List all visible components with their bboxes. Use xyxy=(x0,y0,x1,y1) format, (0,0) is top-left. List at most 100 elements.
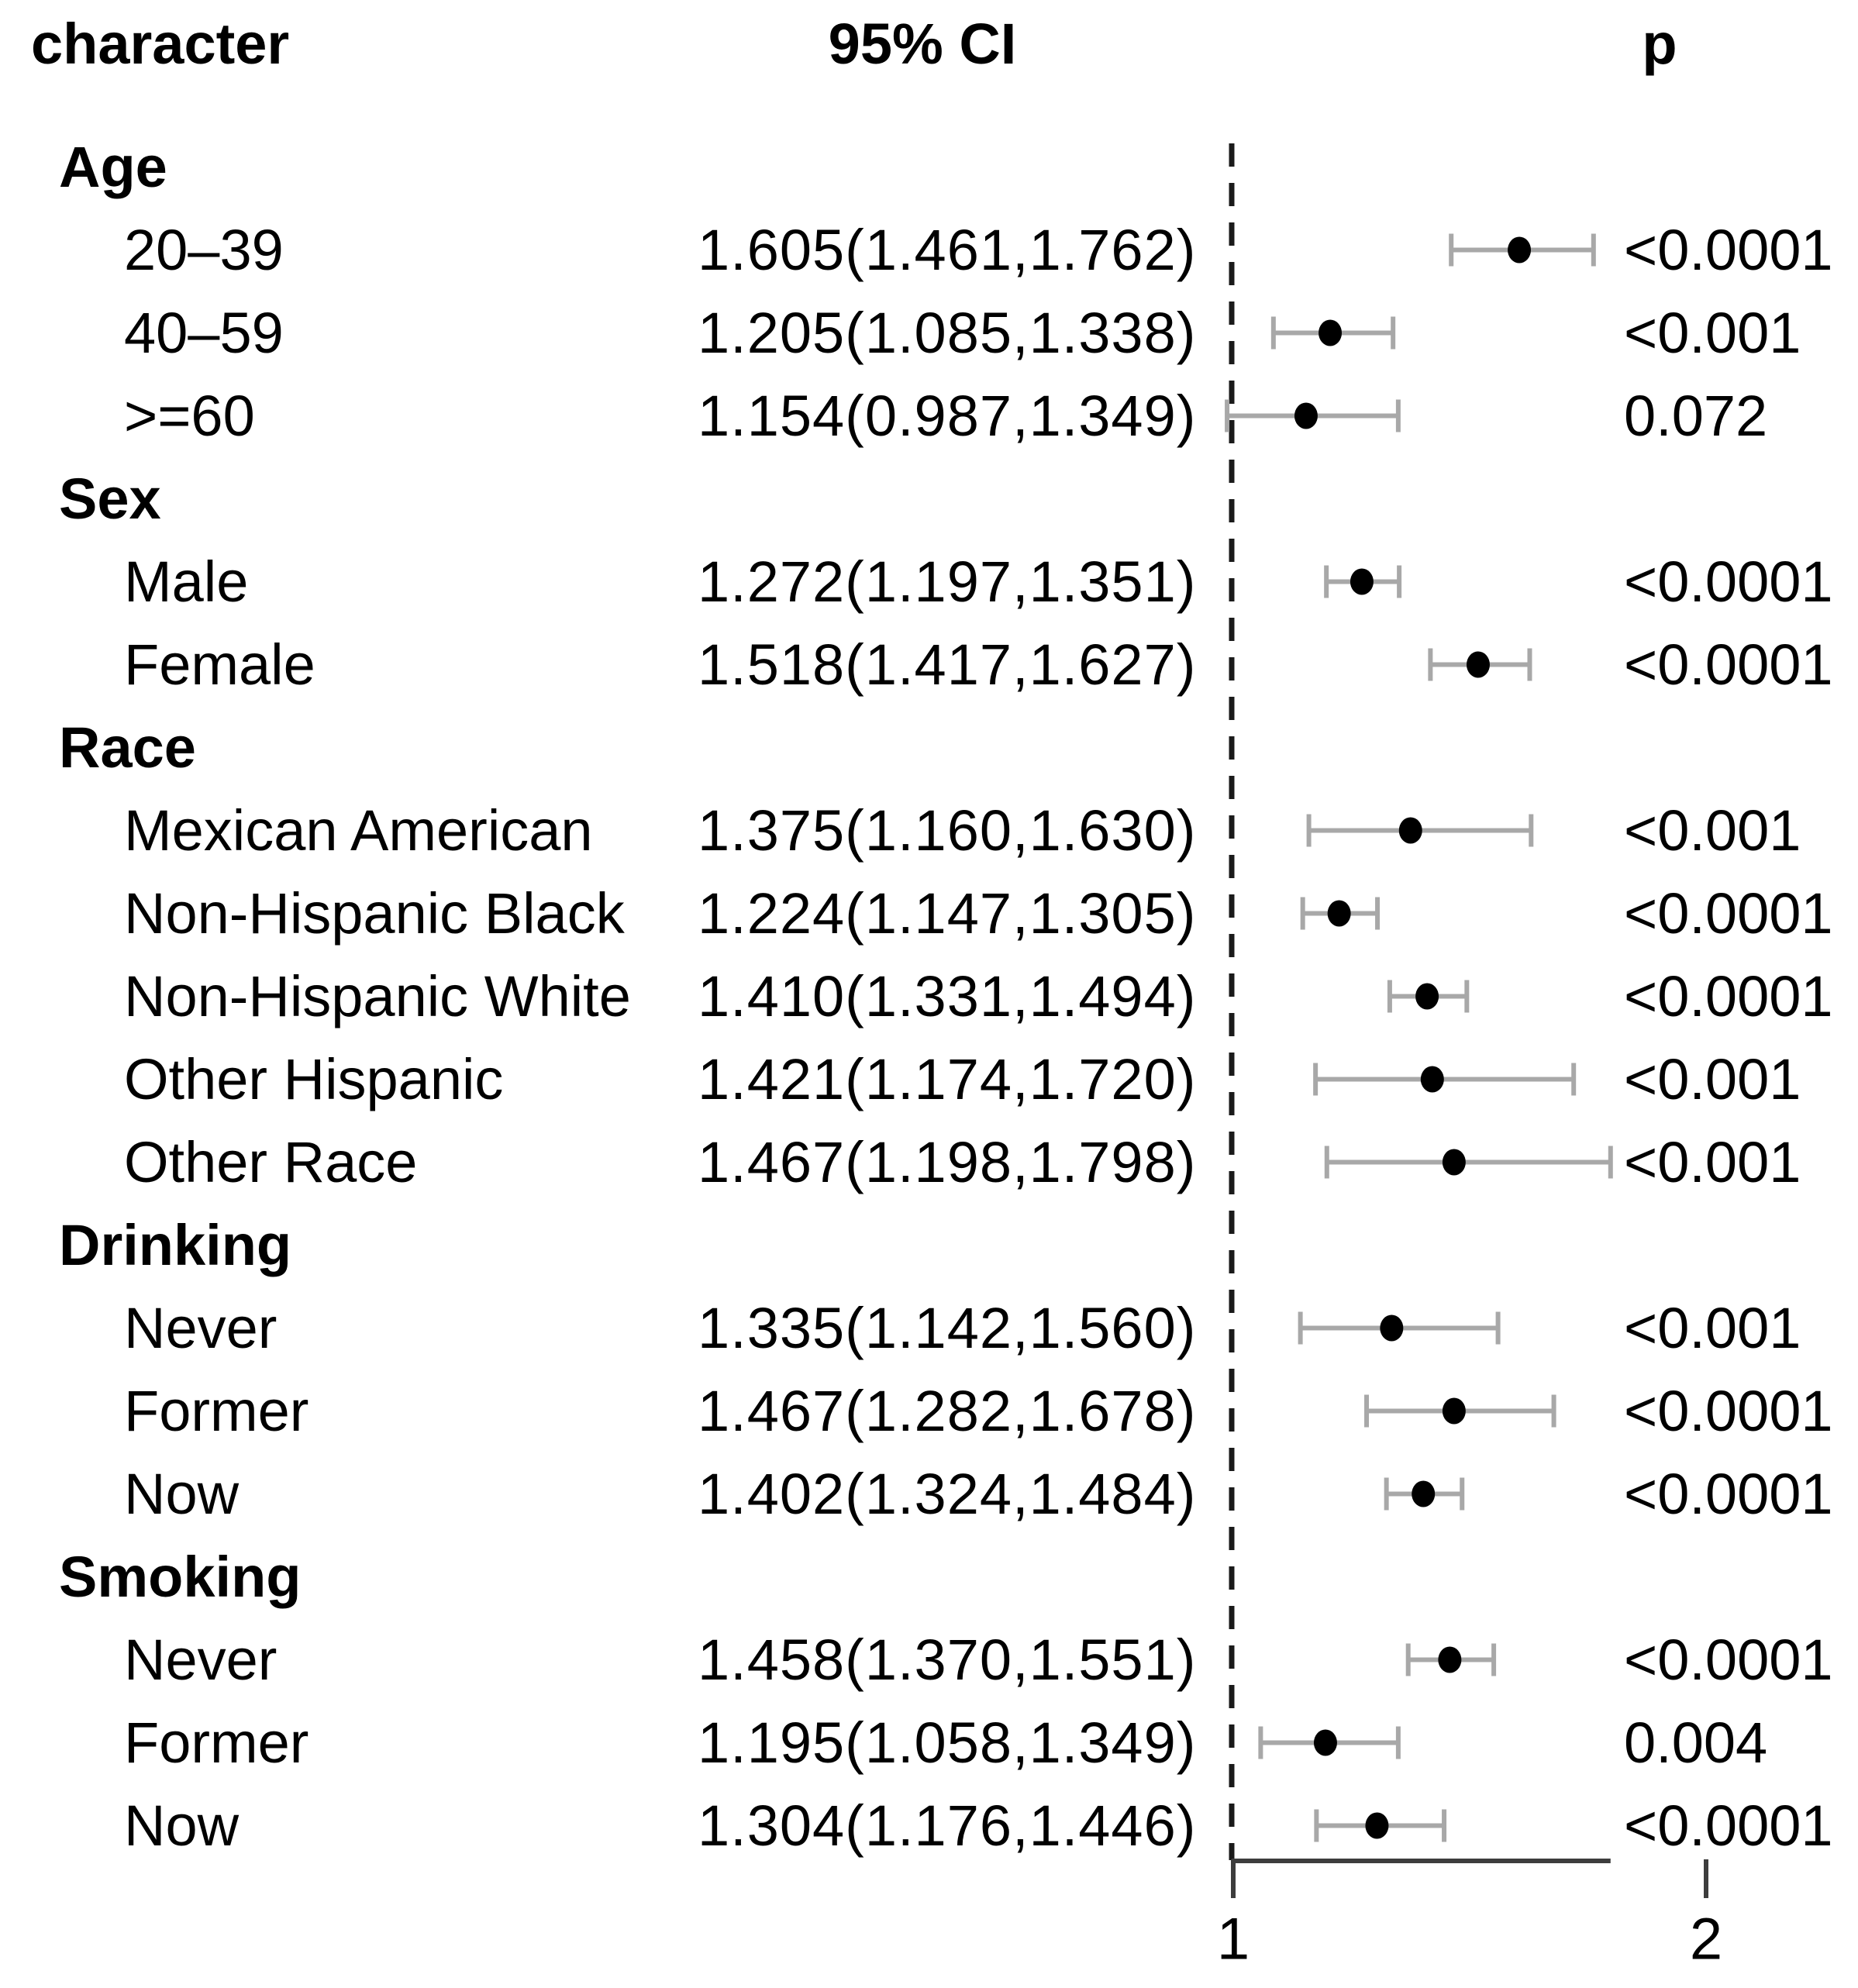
error-bar xyxy=(1428,648,1532,681)
group-label: Drinking xyxy=(59,1213,292,1277)
ci-value: 1.518(1.417,1.627) xyxy=(698,632,1197,697)
p-value: <0.0001 xyxy=(1624,1379,1833,1443)
error-bar xyxy=(1449,233,1596,267)
item-label: Never xyxy=(124,1628,277,1692)
item-label: Mexican American xyxy=(124,798,593,863)
item-label: Other Race xyxy=(124,1130,418,1194)
group-label: Race xyxy=(59,715,196,780)
p-value: <0.0001 xyxy=(1624,550,1833,614)
item-label: >=60 xyxy=(124,384,255,448)
item-label: Former xyxy=(124,1711,309,1775)
p-value: <0.001 xyxy=(1624,1047,1801,1111)
ci-value: 1.605(1.461,1.762) xyxy=(698,218,1197,282)
point-estimate-marker xyxy=(1313,1729,1337,1756)
point-estimate-marker xyxy=(1327,900,1351,927)
point-estimate-marker xyxy=(1415,983,1439,1010)
point-estimate-marker xyxy=(1380,1314,1404,1342)
error-bar xyxy=(1405,1643,1497,1676)
item-label: Now xyxy=(124,1793,240,1858)
item-label: Male xyxy=(124,550,249,614)
item-label: Non-Hispanic White xyxy=(124,964,631,1028)
p-value: <0.0001 xyxy=(1624,632,1833,697)
forest-item-row: Other Hispanic 1.421(1.174,1.720) <0.001 xyxy=(0,1038,1858,1121)
forest-item-row: Former 1.467(1.282,1.678) <0.0001 xyxy=(0,1370,1858,1452)
ci-value: 1.304(1.176,1.446) xyxy=(698,1793,1197,1858)
x-axis-tick-label: 2 xyxy=(1690,1907,1722,1972)
item-label: Female xyxy=(124,632,315,697)
point-estimate-marker xyxy=(1365,1812,1389,1839)
forest-item-row: Former 1.195(1.058,1.349) 0.004 xyxy=(0,1701,1858,1784)
ci-value: 1.467(1.198,1.798) xyxy=(698,1130,1197,1194)
forest-group-row: Age xyxy=(0,126,1858,208)
p-value: <0.0001 xyxy=(1624,218,1833,282)
forest-item-row: Non-Hispanic Black 1.224(1.147,1.305) <0.0… xyxy=(0,872,1858,955)
ci-value: 1.195(1.058,1.349) xyxy=(698,1711,1197,1775)
item-label: Other Hispanic xyxy=(124,1047,504,1111)
forest-item-row: Female 1.518(1.417,1.627) <0.0001 xyxy=(0,623,1858,706)
forest-group-row: Sex xyxy=(0,457,1858,540)
ci-value: 1.467(1.282,1.678) xyxy=(698,1379,1197,1443)
ci-value: 1.458(1.370,1.551) xyxy=(698,1628,1197,1692)
forest-item-row: Other Race 1.467(1.198,1.798) <0.001 xyxy=(0,1121,1858,1204)
forest-item-row: 20–39 1.605(1.461,1.762) <0.0001 xyxy=(0,208,1858,291)
forest-item-row: 40–59 1.205(1.085,1.338) <0.001 xyxy=(0,291,1858,374)
error-bar xyxy=(1324,1146,1613,1179)
point-estimate-marker xyxy=(1438,1646,1462,1673)
item-label: Now xyxy=(124,1462,240,1526)
point-estimate-marker xyxy=(1442,1397,1466,1425)
point-estimate-marker xyxy=(1442,1149,1466,1176)
ci-value: 1.224(1.147,1.305) xyxy=(698,881,1197,946)
p-value: <0.0001 xyxy=(1624,1628,1833,1692)
item-label: Former xyxy=(124,1379,309,1443)
ci-value: 1.335(1.142,1.560) xyxy=(698,1296,1197,1360)
error-bar xyxy=(1300,897,1381,930)
point-estimate-marker xyxy=(1508,236,1532,264)
p-value: <0.001 xyxy=(1624,1130,1801,1194)
p-value: 0.072 xyxy=(1624,384,1768,448)
forest-group-row: Drinking xyxy=(0,1204,1858,1287)
p-value: <0.0001 xyxy=(1624,1793,1833,1858)
point-estimate-marker xyxy=(1319,319,1343,346)
group-label: Sex xyxy=(59,467,161,531)
item-label: Never xyxy=(124,1296,277,1360)
forest-item-row: Never 1.458(1.370,1.551) <0.0001 xyxy=(0,1618,1858,1701)
error-bar xyxy=(1298,1311,1501,1345)
ci-value: 1.205(1.085,1.338) xyxy=(698,301,1197,365)
forest-item-row: Now 1.304(1.176,1.446) <0.0001 xyxy=(0,1784,1858,1867)
column-header-p: p xyxy=(1642,12,1677,76)
group-label: Age xyxy=(59,135,167,199)
error-bar xyxy=(1270,316,1396,350)
error-bar xyxy=(1306,814,1534,847)
point-estimate-marker xyxy=(1412,1480,1436,1507)
p-value: 0.004 xyxy=(1624,1711,1768,1775)
forest-item-row: Mexican American 1.375(1.160,1.630) <0.001 xyxy=(0,789,1858,872)
x-axis-tick-label: 1 xyxy=(1217,1907,1250,1972)
error-bar xyxy=(1364,1394,1556,1428)
forest-item-row: Non-Hispanic White 1.410(1.331,1.494) <0.0… xyxy=(0,955,1858,1038)
point-estimate-marker xyxy=(1398,817,1422,844)
p-value: <0.001 xyxy=(1624,301,1801,365)
ci-value: 1.272(1.197,1.351) xyxy=(698,550,1197,614)
column-header-character: character xyxy=(31,12,290,76)
point-estimate-marker xyxy=(1350,568,1374,595)
p-value: <0.0001 xyxy=(1624,964,1833,1028)
forest-item-row: Male 1.272(1.197,1.351) <0.0001 xyxy=(0,540,1858,623)
ci-value: 1.410(1.331,1.494) xyxy=(698,964,1197,1028)
error-bar xyxy=(1384,1477,1465,1511)
column-header-ci: 95% CI xyxy=(828,12,1017,76)
forest-item-row: Now 1.402(1.324,1.484) <0.0001 xyxy=(0,1452,1858,1535)
p-value: <0.001 xyxy=(1624,1296,1801,1360)
forest-group-row: Race xyxy=(0,706,1858,789)
item-label: 20–39 xyxy=(124,218,284,282)
p-value: <0.0001 xyxy=(1624,881,1833,946)
ci-value: 1.154(0.987,1.349) xyxy=(698,384,1197,448)
point-estimate-marker xyxy=(1420,1066,1444,1093)
p-value: <0.001 xyxy=(1624,798,1801,863)
error-bar xyxy=(1314,1809,1447,1842)
point-estimate-marker xyxy=(1466,651,1490,678)
forest-group-row: Smoking xyxy=(0,1535,1858,1618)
error-bar xyxy=(1258,1726,1401,1759)
item-label: Non-Hispanic Black xyxy=(124,881,625,946)
p-value: <0.0001 xyxy=(1624,1462,1833,1526)
error-bar xyxy=(1225,399,1401,432)
